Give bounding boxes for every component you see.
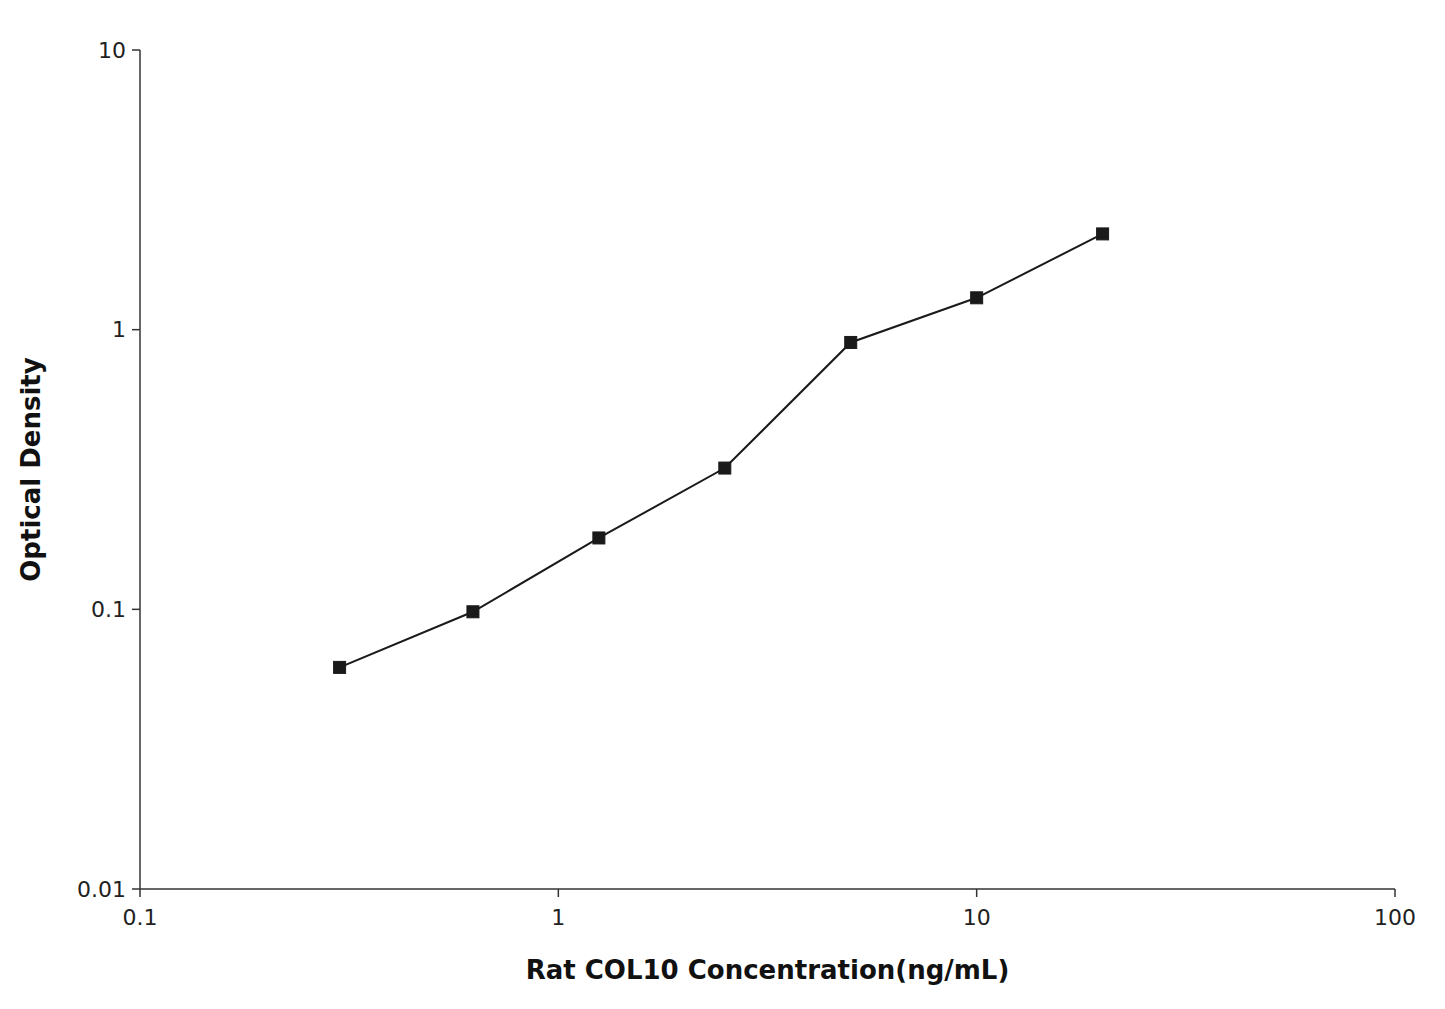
y-axis-line (139, 50, 141, 889)
x-tick-label: 10 (963, 905, 991, 930)
marker (593, 532, 605, 544)
line (340, 234, 1103, 667)
x-tick-label: 100 (1374, 905, 1416, 930)
marker (845, 336, 857, 348)
y-tick-label: 10 (98, 38, 126, 63)
data (334, 228, 1109, 673)
marker (971, 292, 983, 304)
marker (334, 661, 346, 673)
y-tick-label: 0.01 (77, 877, 126, 902)
marker (467, 606, 479, 618)
y-tick (132, 49, 140, 51)
chart-svg: 0.1 1 10 100 0.01 0.1 1 10 Rat COL10 Concentrati… (0, 0, 1445, 1009)
x-tick-label: 1 (551, 905, 565, 930)
y-axis-label: Optical Density (16, 357, 46, 582)
y-tick (132, 329, 140, 331)
y-tick (132, 888, 140, 890)
y-tick (132, 609, 140, 611)
page: {"chart_data": {"type": "line", "x": [0.… (0, 0, 1445, 1009)
x-tick-label: 0.1 (123, 905, 158, 930)
marker (719, 462, 731, 474)
x-tick (558, 889, 560, 897)
chart-container: 0.1 1 10 100 0.01 0.1 1 10 Rat COL10 Concentrati… (0, 0, 1445, 1009)
y-tick-label: 0.1 (91, 597, 126, 622)
y-tick-label: 1 (112, 317, 126, 342)
axes: 0.1 1 10 100 0.01 0.1 1 10 (77, 38, 1416, 931)
x-tick (139, 889, 141, 897)
x-axis-label: Rat COL10 Concentration(ng/mL) (526, 955, 1010, 985)
background (0, 0, 1445, 1009)
x-tick (976, 889, 978, 897)
x-tick (1394, 889, 1396, 897)
marker (1097, 228, 1109, 240)
x-axis-line (140, 888, 1395, 890)
